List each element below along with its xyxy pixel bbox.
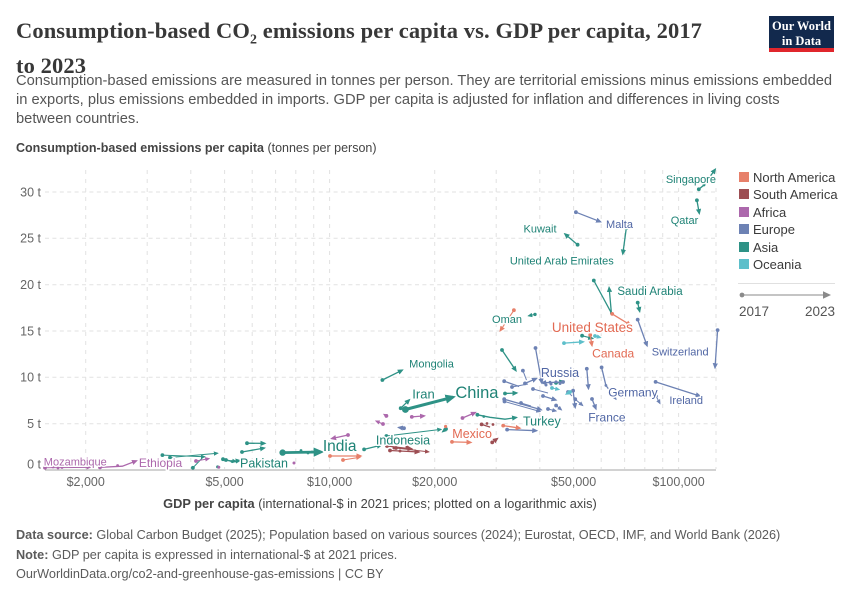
svg-text:$100,000: $100,000 xyxy=(653,475,705,489)
svg-text:$20,000: $20,000 xyxy=(412,475,457,489)
svg-text:0 t: 0 t xyxy=(27,458,41,472)
svg-text:Germany: Germany xyxy=(608,386,657,400)
svg-text:Kuwait: Kuwait xyxy=(523,223,556,235)
svg-text:Indonesia: Indonesia xyxy=(376,433,430,447)
svg-text:Canada: Canada xyxy=(592,347,634,361)
svg-text:Malta: Malta xyxy=(606,219,634,231)
svg-text:25 t: 25 t xyxy=(20,232,41,246)
svg-text:Iran: Iran xyxy=(412,387,434,402)
svg-text:10 t: 10 t xyxy=(20,371,41,385)
svg-text:$10,000: $10,000 xyxy=(307,475,352,489)
svg-text:Russia: Russia xyxy=(541,366,579,380)
svg-text:Qatar: Qatar xyxy=(671,215,699,227)
svg-text:Mexico: Mexico xyxy=(452,427,492,441)
svg-text:United States: United States xyxy=(552,320,633,335)
svg-text:$5,000: $5,000 xyxy=(205,475,243,489)
svg-text:Pakistan: Pakistan xyxy=(240,457,288,471)
svg-text:United Arab Emirates: United Arab Emirates xyxy=(510,255,614,267)
svg-text:Mongolia: Mongolia xyxy=(409,359,455,371)
svg-text:Turkey: Turkey xyxy=(523,414,561,428)
svg-text:5 t: 5 t xyxy=(27,417,41,431)
svg-text:30 t: 30 t xyxy=(20,185,41,199)
svg-text:France: France xyxy=(588,410,626,424)
svg-text:GDP per capita (international-: GDP per capita (international-$ in 2021 … xyxy=(163,496,597,511)
svg-text:Oman: Oman xyxy=(492,314,522,326)
svg-text:20 t: 20 t xyxy=(20,278,41,292)
svg-text:Saudi Arabia: Saudi Arabia xyxy=(617,286,683,298)
svg-text:India: India xyxy=(323,438,357,455)
svg-text:$50,000: $50,000 xyxy=(551,475,596,489)
svg-text:Singapore: Singapore xyxy=(666,174,716,186)
svg-text:Ethiopia: Ethiopia xyxy=(139,456,183,470)
svg-text:15 t: 15 t xyxy=(20,324,41,338)
svg-text:Mozambique: Mozambique xyxy=(44,457,107,469)
svg-text:Switzerland: Switzerland xyxy=(652,347,709,359)
svg-text:$2,000: $2,000 xyxy=(67,475,105,489)
svg-text:Ireland: Ireland xyxy=(669,395,703,407)
svg-text:China: China xyxy=(455,384,499,402)
